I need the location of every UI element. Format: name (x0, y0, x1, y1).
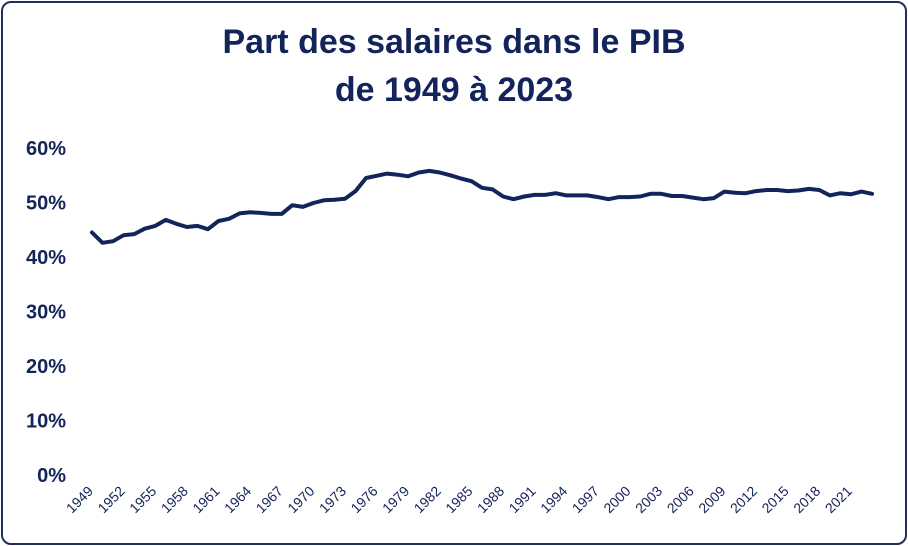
plot-area (90, 168, 874, 245)
x-tick-label: 1985 (442, 483, 475, 516)
x-tick-label: 1976 (347, 483, 380, 516)
y-tick-label: 10% (26, 411, 66, 433)
x-tick-label: 2003 (632, 483, 665, 516)
x-tick-label: 1958 (158, 483, 191, 516)
x-tick-label: 2018 (790, 483, 823, 516)
chart-title: Part des salaires dans le PIB de 1949 à … (0, 18, 908, 114)
x-tick-label: 1991 (505, 483, 538, 516)
x-tick-label: 1961 (189, 483, 222, 516)
chart-title-line1: Part des salaires dans le PIB (222, 23, 686, 61)
y-tick-label: 40% (26, 247, 66, 269)
x-tick-label: 2012 (727, 483, 760, 516)
x-tick-label: 2021 (822, 483, 855, 516)
x-tick-label: 2000 (600, 483, 633, 516)
x-tick-label: 1979 (379, 483, 412, 516)
series-line (90, 168, 874, 245)
x-tick-label: 1967 (253, 483, 286, 516)
x-tick-label: 1952 (94, 483, 127, 516)
x-tick-label: 2006 (664, 483, 697, 516)
y-tick-label: 20% (26, 356, 66, 378)
x-tick-label: 1949 (63, 483, 96, 516)
x-tick-label: 1997 (569, 483, 602, 516)
y-tick-label: 0% (37, 465, 66, 487)
x-tick-label: 2015 (758, 483, 791, 516)
x-tick-label: 2009 (695, 483, 728, 516)
x-axis: 1949195219551958196119641967197019731976… (63, 483, 855, 516)
x-tick-label: 1970 (284, 483, 317, 516)
x-tick-label: 1988 (474, 483, 507, 516)
x-tick-label: 1994 (537, 483, 570, 516)
y-tick-label: 30% (26, 302, 66, 324)
x-tick-label: 1973 (316, 483, 349, 516)
chart-title-line2: de 1949 à 2023 (334, 71, 574, 109)
y-axis: 0% 10% 20% 30% 40% 50% 60% (26, 138, 66, 487)
x-tick-label: 1964 (221, 483, 254, 516)
x-tick-label: 1955 (126, 483, 159, 516)
y-tick-label: 50% (26, 193, 66, 215)
y-tick-label: 60% (26, 138, 66, 160)
x-tick-label: 1982 (411, 483, 444, 516)
